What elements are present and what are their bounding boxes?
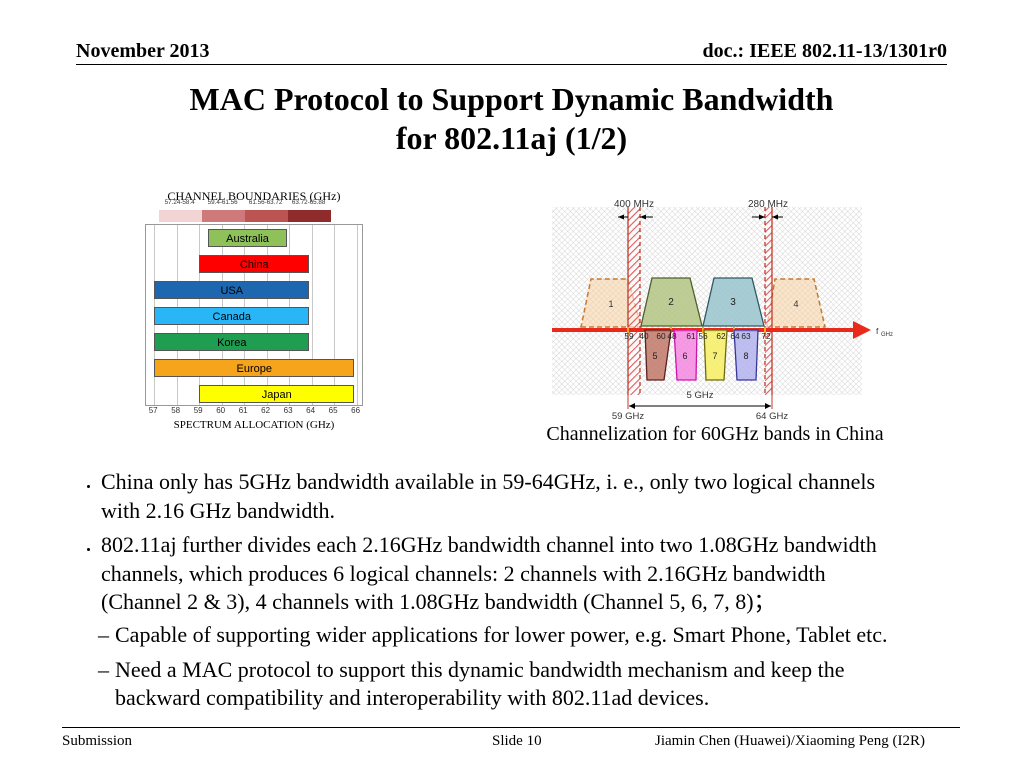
svg-text:64: 64 (730, 331, 740, 341)
svg-text:59 GHz: 59 GHz (612, 411, 644, 422)
svg-text:61: 61 (686, 331, 696, 341)
svg-text:2: 2 (668, 297, 674, 308)
svg-text:60: 60 (656, 331, 666, 341)
svg-text:72: 72 (761, 331, 771, 341)
svg-text:f: f (876, 326, 879, 336)
svg-text:59: 59 (624, 331, 634, 341)
svg-text:1: 1 (608, 299, 613, 309)
svg-text:48: 48 (667, 331, 677, 341)
svg-text:40: 40 (639, 331, 649, 341)
svg-text:62: 62 (716, 331, 726, 341)
svg-text:64 GHz: 64 GHz (756, 411, 788, 422)
svg-text:56: 56 (698, 331, 708, 341)
svg-text:3: 3 (730, 297, 736, 308)
svg-text:400 MHz: 400 MHz (614, 199, 654, 210)
svg-text:7: 7 (712, 351, 717, 361)
svg-text:280 MHz: 280 MHz (748, 199, 788, 210)
svg-text:63: 63 (741, 331, 751, 341)
svg-text:5 GHz: 5 GHz (687, 390, 714, 401)
svg-text:5: 5 (652, 351, 657, 361)
svg-text:6: 6 (682, 351, 687, 361)
svg-text:4: 4 (793, 299, 798, 309)
svg-text:8: 8 (743, 351, 748, 361)
svg-text:GHz: GHz (881, 332, 893, 338)
